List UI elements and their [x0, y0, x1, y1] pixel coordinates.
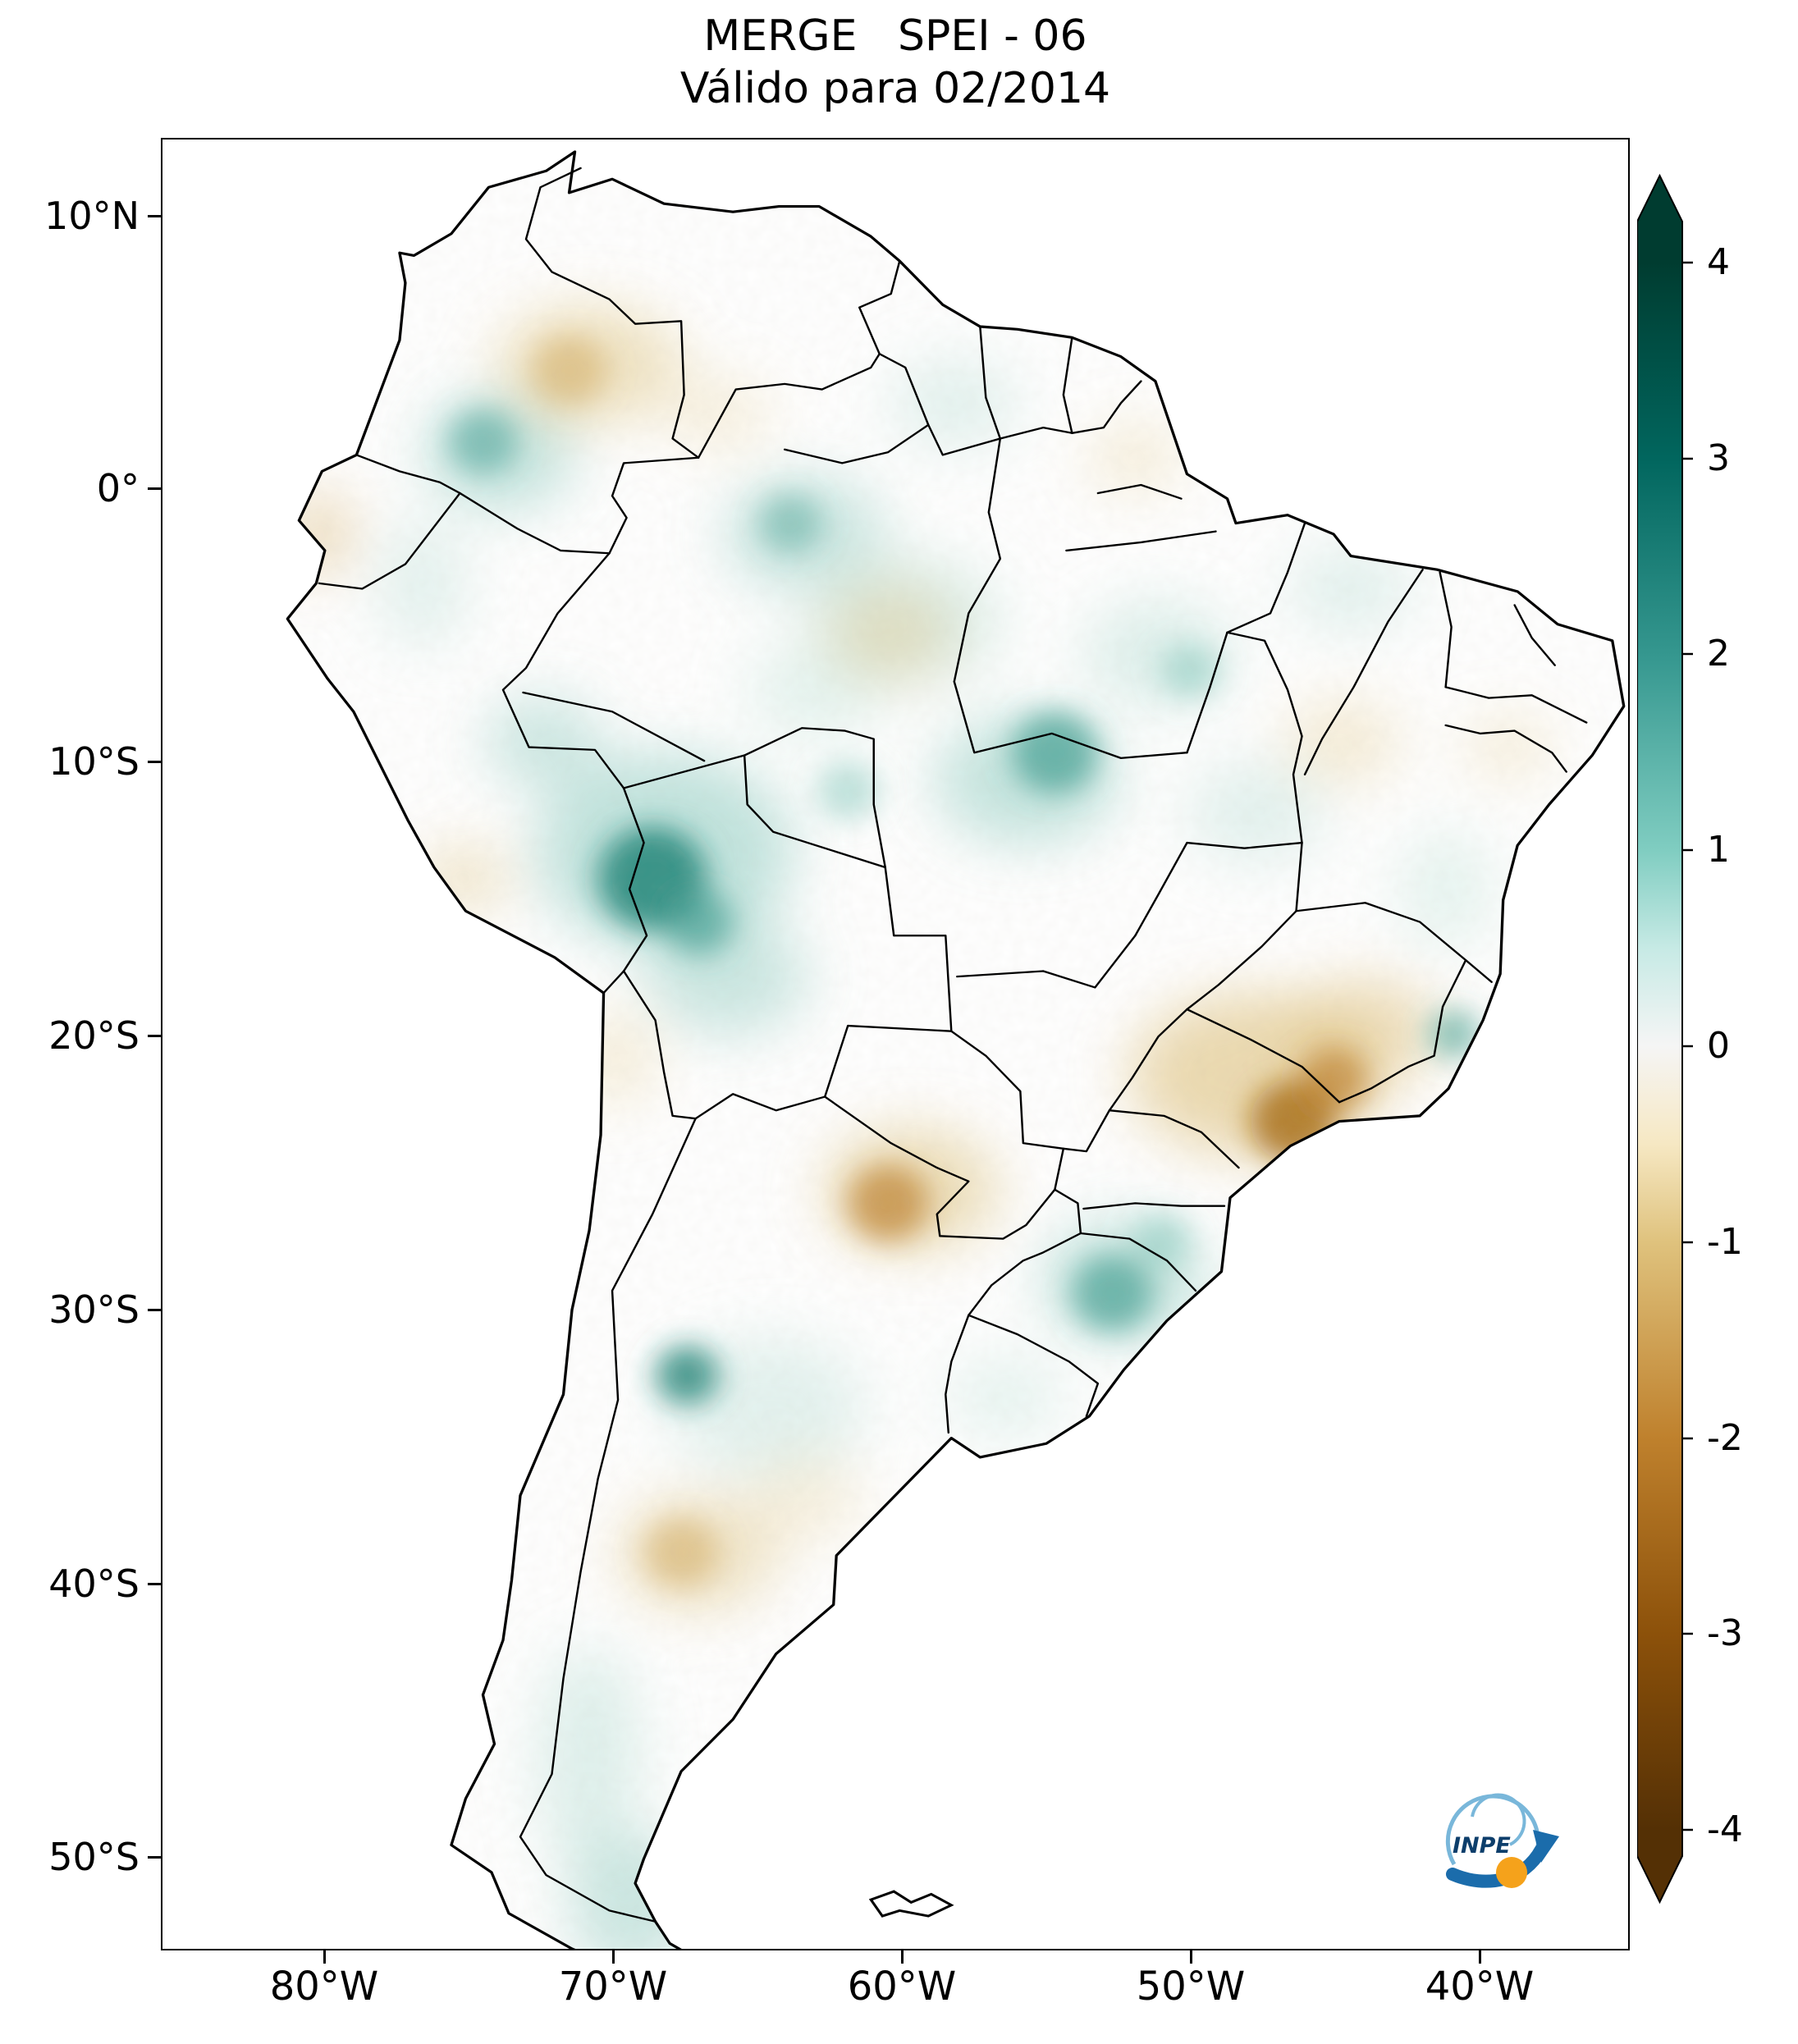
coastline [286, 150, 1626, 1949]
y-axis-tick-label: 30°S [48, 1287, 140, 1332]
y-axis-tick-label: 0° [96, 466, 140, 510]
x-axis-tick [1190, 1950, 1192, 1964]
y-axis-tick [148, 1035, 161, 1037]
x-axis-tick-label: 40°W [1425, 1964, 1535, 2010]
y-axis-tick-label: 20°S [48, 1013, 140, 1058]
colorbar-gradient [1637, 173, 1683, 1905]
figure-title: MERGE SPEI - 06 [703, 11, 1087, 61]
y-axis-tick-label: 10°N [44, 194, 140, 238]
y-axis-tick [148, 1856, 161, 1859]
y-axis-tick [148, 215, 161, 217]
y-axis-tick [148, 487, 161, 490]
colorbar-tick-label: -1 [1707, 1221, 1743, 1263]
colorbar-tick-label: 3 [1707, 437, 1730, 479]
x-axis-tick [1479, 1950, 1481, 1964]
logo-orange-dot [1496, 1857, 1527, 1888]
colorbar-tick-label: -2 [1707, 1417, 1743, 1459]
y-axis-tick [148, 1583, 161, 1585]
noise-texture [287, 151, 1624, 1949]
south-america-map [286, 150, 1626, 1949]
colorbar-tick-label: -3 [1707, 1612, 1743, 1654]
country-state-borders [318, 167, 1588, 1923]
figure-subtitle: Válido para 02/2014 [679, 64, 1111, 113]
logo-arrow-head [1533, 1830, 1559, 1863]
colorbar-tick-label: -4 [1707, 1809, 1743, 1850]
x-axis-tick-label: 50°W [1136, 1964, 1246, 2010]
x-axis-tick [612, 1950, 615, 1964]
colorbar-ticks [1682, 261, 1693, 1831]
x-axis-tick-label: 70°W [558, 1964, 668, 2010]
island-outline [868, 1890, 954, 1918]
y-axis-tick [148, 761, 161, 763]
y-axis-tick-label: 40°S [48, 1562, 140, 1606]
logo-text: INPE [1453, 1833, 1511, 1859]
x-axis-tick [323, 1950, 326, 1964]
colorbar-tick-label: 1 [1707, 829, 1730, 871]
colorbar-tick-label: 4 [1707, 241, 1730, 283]
map-frame: INPE [161, 138, 1630, 1950]
logo-swirl-arc-inner [1471, 1793, 1526, 1846]
x-axis-tick-label: 60°W [847, 1964, 957, 2010]
colorbar-tick-label: 0 [1707, 1025, 1730, 1067]
y-axis-tick-label: 50°S [48, 1835, 140, 1879]
x-axis-tick [901, 1950, 904, 1964]
y-axis-tick [148, 1309, 161, 1311]
colorbar-tick-label: 2 [1707, 633, 1730, 674]
spei-anomaly-field [287, 151, 1624, 1949]
x-axis-tick-label: 80°W [269, 1964, 379, 2010]
y-axis-tick-label: 10°S [48, 739, 140, 784]
colorbar [1637, 173, 1693, 1905]
inpe-logo: INPE [1445, 1793, 1559, 1888]
